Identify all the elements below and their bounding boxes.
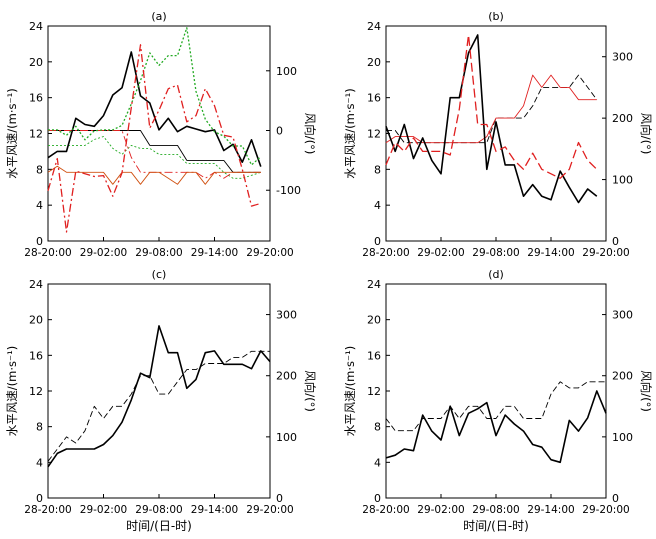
y-tick-label: 0 (374, 235, 381, 248)
plot-frame (47, 283, 271, 499)
y-tick-label: 16 (29, 92, 43, 105)
y2-tick-label: 100 (276, 65, 297, 78)
y-tick-label: 8 (374, 163, 381, 176)
x-tick-label: 29-08:00 (135, 247, 182, 259)
y-tick-label: 16 (367, 92, 381, 105)
y2-tick-label: 200 (612, 370, 633, 383)
y-tick-label: 12 (367, 385, 381, 398)
x-axis-label: 时间/(日-时) (463, 519, 529, 533)
y2-axis-label: 风向/(°) (639, 370, 653, 412)
y-tick-label: 24 (367, 20, 381, 33)
x-tick-label: 29-20:00 (582, 247, 629, 259)
y-tick-label: 24 (367, 278, 381, 291)
plot-frame (385, 283, 607, 499)
y-tick-label: 24 (29, 20, 43, 33)
x-tick-label: 29-20:00 (582, 504, 629, 516)
y2-tick-label: 300 (612, 309, 633, 322)
y-tick-label: 20 (29, 314, 43, 327)
x-tick-label: 29-02:00 (80, 247, 127, 259)
speed-series-line-0 (47, 325, 271, 468)
y2-axis-label: 风向/(°) (639, 113, 653, 155)
plot-frame (385, 25, 607, 242)
y-tick-label: 24 (29, 278, 43, 291)
speed-series-line-1 (385, 34, 598, 179)
y-tick-label: 20 (29, 56, 43, 69)
y-tick-label: 8 (36, 163, 43, 176)
y2-tick-label: 200 (612, 112, 633, 125)
y-tick-label: 20 (367, 56, 381, 69)
direction-series-line-3 (385, 74, 597, 144)
y-tick-label: 0 (36, 235, 43, 248)
x-tick-label: 28-20:00 (362, 504, 409, 516)
x-tick-label: 29-14:00 (191, 504, 238, 516)
direction-series-line-2 (386, 74, 598, 144)
x-tick-label: 29-02:00 (80, 504, 127, 516)
y-tick-label: 4 (36, 456, 43, 469)
direction-series-line-5 (48, 130, 261, 179)
speed-series-line-0 (47, 51, 262, 167)
panel-label: (c) (152, 268, 167, 281)
y2-tick-label: 100 (612, 174, 633, 187)
chart-panel-c: (c) 0 4 8 12 16 20 24 0 100 200 300 28-20:00 29-02:00… (5, 268, 317, 533)
y2-tick-label: 0 (612, 235, 619, 248)
panel-label: (b) (488, 10, 504, 23)
y-tick-label: 4 (36, 199, 43, 212)
x-tick-label: 29-20:00 (246, 504, 293, 516)
y-axis-label: 水平风速/(m·s⁻¹) (343, 346, 357, 436)
y-tick-label: 0 (36, 492, 43, 505)
y2-axis-label: 风向/(°) (303, 370, 317, 412)
y-axis-label: 水平风速/(m·s⁻¹) (5, 346, 19, 436)
y-tick-label: 8 (374, 421, 381, 434)
x-tick-label: 29-02:00 (417, 504, 464, 516)
y-axis-label: 水平风速/(m·s⁻¹) (5, 88, 19, 178)
x-tick-label: 28-20:00 (362, 247, 409, 259)
x-axis-label: 时间/(日-时) (126, 519, 192, 533)
x-tick-label: 29-14:00 (527, 504, 574, 516)
speed-series-line-0 (385, 34, 598, 204)
y2-tick-label: 300 (276, 309, 297, 322)
speed-series-line-2 (47, 44, 261, 233)
speed-series-line-1 (48, 27, 262, 166)
y-tick-label: 4 (374, 199, 381, 212)
x-tick-label: 28-20:00 (24, 504, 71, 516)
x-tick-label: 29-02:00 (417, 247, 464, 259)
y-tick-label: 8 (36, 421, 43, 434)
direction-series-line-4 (48, 136, 261, 179)
y-tick-label: 4 (374, 456, 381, 469)
y-tick-label: 12 (367, 128, 381, 141)
chart-panel-b: (b) 0 4 8 12 16 20 24 0 100 200 300 28-20:00 29-02:00… (343, 10, 653, 259)
y-tick-label: 20 (367, 314, 381, 327)
chart-panel-a: (a) 0 4 8 12 16 20 24 -100 0 100 28-20:00 29-02:00 29… (5, 10, 317, 259)
direction-series-line-1 (47, 350, 270, 462)
y-tick-label: 16 (367, 349, 381, 362)
y-tick-label: 16 (29, 349, 43, 362)
chart-panel-d: (d) 0 4 8 12 16 20 24 0 100 200 300 28-20:00 29-02:00… (343, 268, 653, 533)
y2-tick-label: 100 (276, 431, 297, 444)
y2-tick-label: 0 (612, 492, 619, 505)
direction-series-line-1 (385, 381, 606, 432)
x-tick-label: 29-20:00 (246, 247, 293, 259)
y2-tick-label: 300 (612, 51, 633, 64)
panel-label: (a) (151, 10, 166, 23)
y-tick-label: 12 (29, 128, 43, 141)
panel-label: (d) (488, 268, 504, 281)
y-axis-label: 水平风速/(m·s⁻¹) (343, 88, 357, 178)
y2-tick-label: 200 (276, 370, 297, 383)
y2-tick-label: 0 (276, 125, 283, 138)
x-tick-label: 28-20:00 (24, 247, 71, 259)
y2-tick-label: 100 (612, 431, 633, 444)
y-tick-label: 12 (29, 385, 43, 398)
y2-tick-label: 0 (276, 492, 283, 505)
y2-axis-label: 风向/(°) (303, 113, 317, 155)
x-tick-label: 29-08:00 (472, 247, 519, 259)
y2-tick-label: -100 (276, 184, 301, 197)
x-tick-label: 29-08:00 (135, 504, 182, 516)
direction-series-line-6 (47, 165, 261, 185)
x-tick-label: 29-14:00 (527, 247, 574, 259)
y-tick-label: 0 (374, 492, 381, 505)
x-tick-label: 29-14:00 (191, 247, 238, 259)
x-tick-label: 29-08:00 (472, 504, 519, 516)
speed-series-line-0 (385, 390, 607, 464)
